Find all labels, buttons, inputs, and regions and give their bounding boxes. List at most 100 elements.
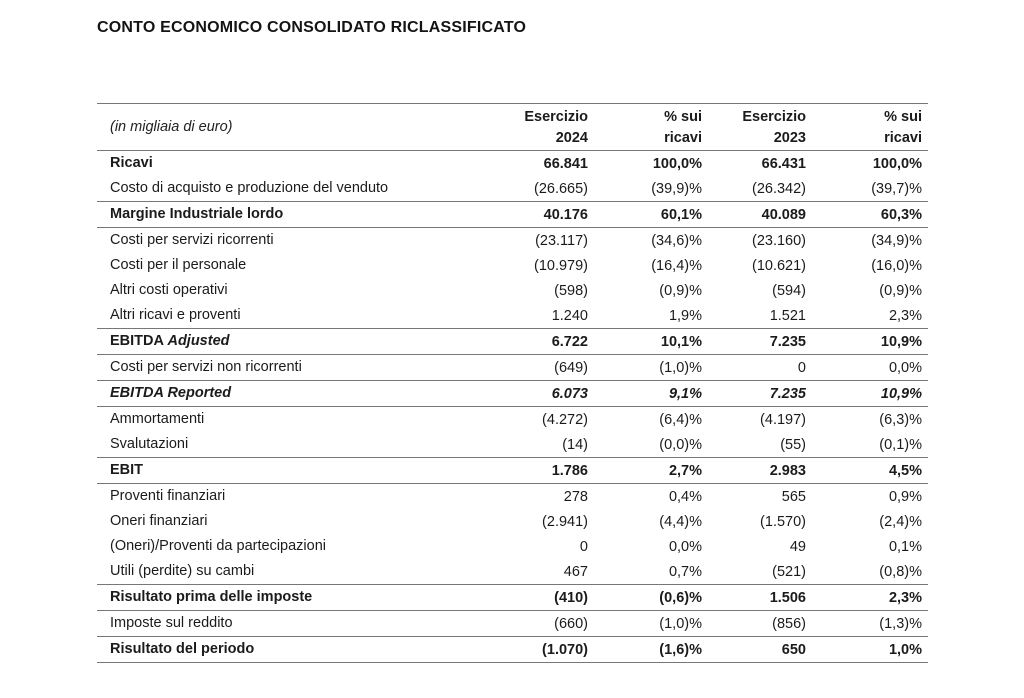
- page-title: CONTO ECONOMICO CONSOLIDATO RICLASSIFICA…: [97, 19, 527, 36]
- percent-2023-cell: 0,1%: [888, 539, 922, 556]
- value-2024-cell: 467: [563, 564, 588, 581]
- percent-2023-cell: 10,9%: [880, 386, 922, 403]
- table-row: Oneri finanziari (2.941) (4,4)% (1.570) (2,4…: [97, 509, 928, 534]
- percent-2024-cell: (34,6)%: [651, 233, 702, 250]
- percent-2024-cell: 60,1%: [660, 207, 702, 224]
- row-label: EBITDA Adjusted: [110, 333, 230, 350]
- table-body: Ricavi 66.841 100,0% 66.431 100,0% Costo di a…: [97, 150, 928, 662]
- column-header-line: % sui: [884, 109, 922, 125]
- value-2024-cell: 1.786: [551, 463, 588, 480]
- unit-label: (in migliaia di euro): [110, 118, 233, 135]
- table-row: Risultato del periodo (1.070) (1,6)% 650 1,0…: [97, 636, 928, 662]
- row-label: Altri ricavi e proventi: [110, 307, 241, 324]
- table-row: Imposte sul reddito (660) (1,0)% (856) (1,3)…: [97, 610, 928, 636]
- value-2023-cell: 565: [781, 489, 806, 506]
- percent-2024-cell: 9,1%: [668, 386, 702, 403]
- table-row: EBIT 1.786 2,7% 2.983 4,5%: [97, 457, 928, 483]
- percent-2023-cell: 2,3%: [888, 308, 922, 325]
- percent-2023-cell: (0,8)%: [879, 564, 922, 581]
- value-2023-cell: 650: [781, 642, 806, 659]
- value-2024-cell: 278: [563, 489, 588, 506]
- table-row: Altri costi operativi (598) (0,9)% (594) (0,…: [97, 278, 928, 303]
- percent-2023-cell: 2,3%: [888, 590, 922, 607]
- percent-2023-cell: (39,7)%: [871, 181, 922, 198]
- percent-2023-cell: 1,0%: [888, 642, 922, 659]
- table-row: Costi per servizi non ricorrenti (649) (1,…: [97, 354, 928, 380]
- percent-2023-cell: (1,3)%: [879, 616, 922, 633]
- percent-2024-cell: (1,6)%: [659, 642, 702, 659]
- value-2023-cell: 0: [797, 360, 806, 377]
- percent-2023-cell: 0,9%: [888, 489, 922, 506]
- row-label: Costi per servizi ricorrenti: [110, 232, 274, 249]
- row-label: Costo di acquisto e produzione del vendu…: [110, 180, 389, 197]
- value-2024-cell: (4.272): [542, 412, 588, 429]
- value-2023-cell: 1.506: [769, 590, 806, 607]
- column-header-line: ricavi: [884, 130, 922, 146]
- table-row: Ammortamenti (4.272) (6,4)% (4.197) (6,3)%: [97, 406, 928, 432]
- percent-2024-cell: (4,4)%: [659, 514, 702, 531]
- column-header-line: 2023: [773, 130, 806, 146]
- row-label: Altri costi operativi: [110, 282, 228, 299]
- value-2024-cell: (410): [554, 590, 588, 607]
- value-2023-cell: (594): [772, 283, 806, 300]
- column-header-percent-ricavi-2024: % sui ricavi: [594, 107, 708, 149]
- percent-2024-cell: (6,4)%: [659, 412, 702, 429]
- percent-2024-cell: 0,4%: [668, 489, 702, 506]
- percent-2023-cell: 4,5%: [888, 463, 922, 480]
- row-label: (Oneri)/Proventi da partecipazioni: [110, 538, 326, 555]
- percent-2024-cell: (0,6)%: [659, 590, 702, 607]
- row-label: Ricavi: [110, 155, 153, 172]
- table-header: (in migliaia di euro) Esercizio 2024 % su…: [97, 104, 928, 150]
- value-2024-cell: (660): [554, 616, 588, 633]
- table-row: (Oneri)/Proventi da partecipazioni 0 0,0% 4…: [97, 534, 928, 559]
- percent-2024-cell: (0,0)%: [659, 437, 702, 454]
- value-2024-cell: (14): [562, 437, 588, 454]
- value-2023-cell: (23.160): [751, 233, 806, 250]
- value-2024-cell: 0: [579, 539, 588, 556]
- column-header-line: ricavi: [664, 130, 702, 146]
- value-2024-cell: 40.176: [543, 207, 588, 224]
- value-2023-cell: (4.197): [760, 412, 806, 429]
- percent-2024-cell: (39,9)%: [651, 181, 702, 198]
- row-label: Ammortamenti: [110, 411, 205, 428]
- percent-2023-cell: (0,1)%: [879, 437, 922, 454]
- table-row: Costi per il personale (10.979) (16,4)% (10…: [97, 253, 928, 278]
- value-2024-cell: (2.941): [542, 514, 588, 531]
- row-label: EBITDA Reported: [110, 385, 232, 402]
- percent-2024-cell: 0,7%: [668, 564, 702, 581]
- value-2023-cell: 66.431: [761, 156, 806, 173]
- table-row: Ricavi 66.841 100,0% 66.431 100,0%: [97, 150, 928, 176]
- row-label: Margine Industriale lordo: [110, 206, 284, 223]
- column-header-line: % sui: [664, 109, 702, 125]
- value-2024-cell: 6.722: [551, 334, 588, 351]
- percent-2023-cell: (2,4)%: [879, 514, 922, 531]
- value-2023-cell: 1.521: [769, 308, 806, 325]
- value-2024-cell: (1.070): [542, 642, 588, 659]
- percent-2024-cell: (0,9)%: [659, 283, 702, 300]
- value-2023-cell: (55): [780, 437, 806, 454]
- value-2023-cell: (26.342): [751, 181, 806, 198]
- column-header-line: Esercizio: [742, 109, 806, 125]
- value-2023-cell: 7.235: [769, 334, 806, 351]
- percent-2023-cell: 0,0%: [888, 360, 922, 377]
- value-2023-cell: (856): [772, 616, 806, 633]
- value-2024-cell: 6.073: [551, 386, 588, 403]
- value-2024-cell: (598): [554, 283, 588, 300]
- table-row: Proventi finanziari 278 0,4% 565 0,9%: [97, 483, 928, 509]
- value-2024-cell: 66.841: [543, 156, 588, 173]
- income-statement-table: (in migliaia di euro) Esercizio 2024 % su…: [97, 103, 928, 663]
- percent-2024-cell: 2,7%: [668, 463, 702, 480]
- value-2024-cell: (26.665): [533, 181, 588, 198]
- value-2024-cell: (649): [554, 360, 588, 377]
- value-2023-cell: 49: [789, 539, 806, 556]
- percent-2024-cell: (1,0)%: [659, 360, 702, 377]
- percent-2023-cell: (0,9)%: [879, 283, 922, 300]
- percent-2024-cell: 10,1%: [660, 334, 702, 351]
- value-2024-cell: 1.240: [551, 308, 588, 325]
- row-label: Svalutazioni: [110, 436, 189, 453]
- percent-2023-cell: 60,3%: [880, 207, 922, 224]
- row-label: Oneri finanziari: [110, 513, 208, 530]
- table-row: Svalutazioni (14) (0,0)% (55) (0,1)%: [97, 432, 928, 457]
- percent-2024-cell: (1,0)%: [659, 616, 702, 633]
